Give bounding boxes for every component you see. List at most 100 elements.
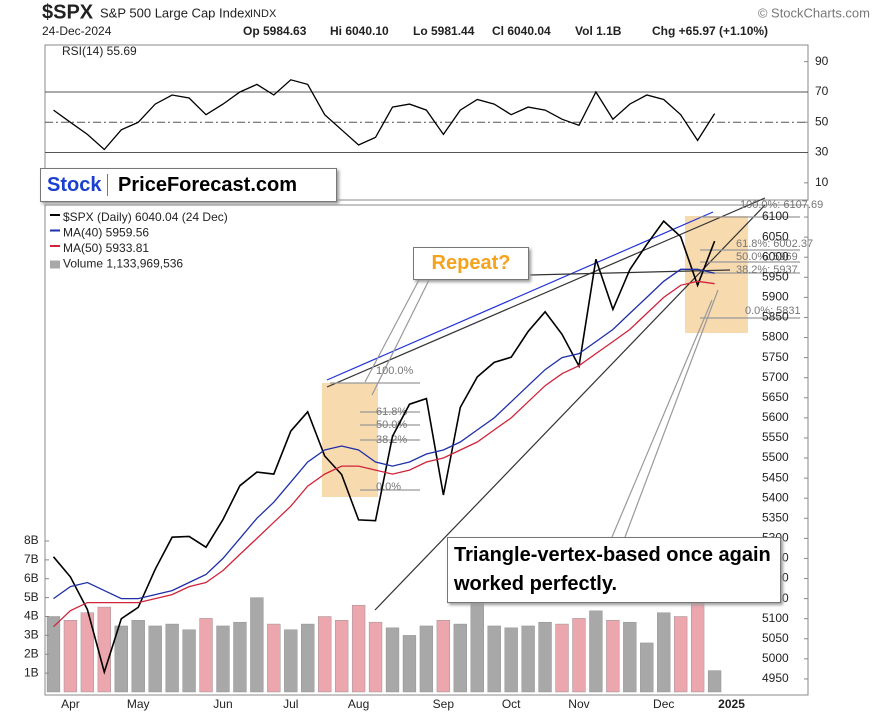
y-tick-label: 5350 [762, 510, 789, 524]
volume-bar [148, 625, 162, 693]
volume-bar [436, 620, 450, 693]
legend-label: $SPX (Daily) 6040.04 (24 Dec) [63, 210, 228, 224]
volume-bar [351, 604, 366, 693]
change: Chg +65.97 (+1.10%) [652, 24, 768, 38]
volume-bar [233, 621, 247, 693]
rsi-tick-label: 10 [815, 175, 829, 189]
symbol: $SPX [42, 1, 94, 23]
y-tick-label: 6100 [762, 209, 789, 223]
fib-label: 50.0% [376, 419, 407, 431]
fib-label: 38.2%: 5937 [736, 264, 798, 276]
legend-swatch [50, 260, 60, 269]
y-tick-label: 5000 [762, 651, 789, 665]
volume-bar [555, 623, 569, 693]
volume-bar [385, 627, 400, 693]
volume-bar [572, 618, 586, 693]
y2-tick-label: 7B [24, 552, 39, 566]
logo-right: PriceForecast.com [118, 174, 298, 196]
repeat-note: Repeat? [413, 247, 529, 280]
volume-bar [640, 642, 654, 693]
y2-tick-label: 1B [24, 665, 39, 679]
trend-line [326, 197, 766, 388]
fib-label: 0.0%: 5831 [745, 305, 801, 317]
logo: Stock PriceForecast.com [40, 168, 337, 202]
volume-bar [114, 625, 128, 693]
volume-bar [589, 610, 603, 693]
legend-label: MA(40) 5959.56 [63, 226, 149, 240]
y2-tick-label: 3B [24, 628, 39, 642]
y2-tick-label: 6B [24, 571, 39, 585]
rsi-tick-label: 50 [815, 114, 829, 128]
x-tick-label: Oct [502, 697, 521, 711]
volume-bar [80, 612, 95, 693]
volume-bar [165, 623, 179, 693]
index-name: S&P 500 Large Cap Index [100, 5, 251, 20]
volume-bar [707, 670, 722, 693]
pointer [364, 277, 421, 383]
date: 24-Dec-2024 [42, 24, 112, 38]
volume-bar [131, 620, 145, 693]
volume-bar [674, 616, 688, 693]
pointer [371, 277, 431, 396]
low: Lo 5981.44 [413, 24, 475, 38]
volume-bar [63, 620, 78, 693]
legend-label: MA(50) 5933.81 [63, 241, 149, 255]
rsi-tick-label: 30 [815, 145, 829, 159]
y2-tick-label: 4B [24, 609, 39, 623]
x-tick-label: 2025 [718, 697, 745, 711]
rsi-title: RSI(14) 55.69 [62, 44, 137, 58]
volume-bar [419, 625, 434, 693]
zone [685, 216, 748, 333]
trend-line [529, 269, 731, 276]
volume-bar [250, 597, 264, 693]
volume-bar [504, 627, 518, 693]
volume-bar [521, 625, 535, 693]
y2-tick-label: 8B [24, 533, 39, 547]
price-line [52, 219, 716, 675]
volume-bar [301, 623, 315, 693]
price-frame [44, 204, 809, 696]
ma-line [53, 268, 715, 600]
exchange: INDX [250, 8, 277, 20]
volume-bar [623, 621, 637, 693]
rsi-tick-label: 90 [815, 54, 829, 68]
y-tick-label: 5850 [762, 310, 789, 324]
legend-swatch [50, 214, 60, 216]
x-tick-label: Jun [213, 697, 232, 711]
fib-label: 50.0%: 5969 [736, 251, 798, 263]
x-tick-label: Nov [568, 697, 589, 711]
y-tick-label: 5650 [762, 390, 789, 404]
open: Op 5984.63 [243, 24, 307, 38]
trend-lines [326, 197, 800, 611]
x-tick-label: Sep [433, 697, 455, 711]
rsi-line [53, 79, 716, 151]
y-tick-label: 5750 [762, 350, 789, 364]
fib-label: 61.8% [376, 406, 407, 418]
x-tick-label: Dec [653, 697, 674, 711]
y-tick-label: 5050 [762, 631, 789, 645]
logo-left: Stock [41, 174, 109, 196]
legend-swatch [50, 245, 60, 247]
volume-bar [690, 597, 705, 693]
high: Hi 6040.10 [330, 24, 389, 38]
y-tick-label: 5700 [762, 370, 789, 384]
ma-line [53, 280, 715, 628]
trend-line [326, 211, 714, 381]
y-tick-label: 6000 [762, 249, 789, 263]
y-tick-label: 5600 [762, 410, 789, 424]
volume-bar [216, 625, 230, 693]
y-tick-label: 4950 [762, 671, 789, 685]
callout: Triangle-vertex-based once again worked … [447, 537, 781, 603]
fib-label: 0.0% [376, 481, 401, 493]
volume-bar [538, 621, 552, 693]
fib-label: 100.0%: 6107.69 [740, 199, 823, 211]
y2-tick-label: 2B [24, 646, 39, 660]
y-tick-label: 5950 [762, 269, 789, 283]
x-tick-label: May [127, 697, 150, 711]
pointer [624, 289, 719, 538]
fib-label: 100.0% [376, 365, 414, 377]
y-tick-label: 6050 [762, 229, 789, 243]
pointer [611, 299, 713, 538]
